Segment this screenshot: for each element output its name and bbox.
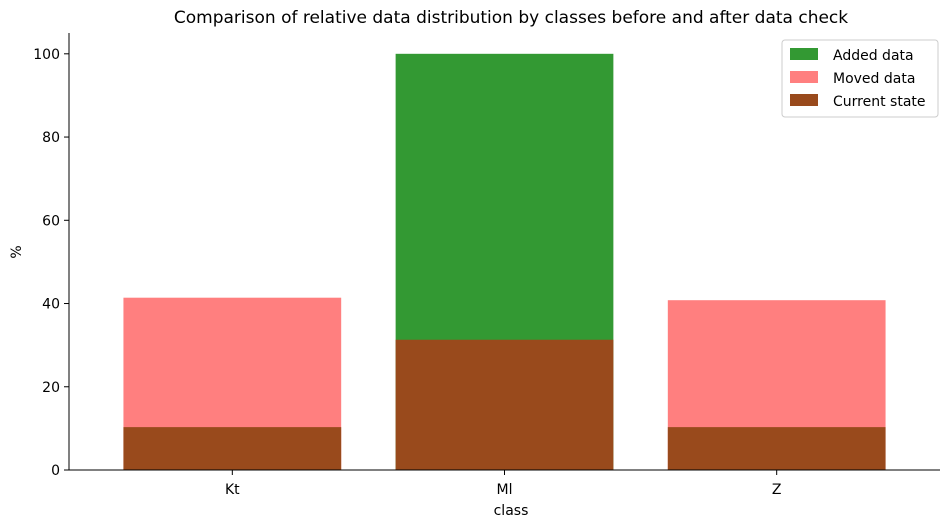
legend-label-added-data: Added data [833,48,914,64]
x-ticks: Kt Ml Z [225,470,782,498]
legend-label-moved-data: Moved data [833,71,915,87]
y-tick-label: 80 [42,130,60,146]
y-tick-label: 20 [42,380,60,396]
bar-current-state-z [667,427,886,470]
legend-swatch-added-data [790,48,818,60]
legend-swatch-current-state [790,94,818,106]
legend-label-current-state: Current state [833,94,926,110]
y-tick-label: 0 [51,463,60,479]
x-axis-label: class [494,503,529,519]
legend-frame [781,39,939,118]
x-tick-label: Z [772,482,782,498]
y-tick-label: 100 [33,47,60,63]
bars-layer [123,53,886,471]
y-axis-label: % [9,245,25,258]
bar-current-state-ml [395,339,614,470]
chart-title: Comparison of relative data distribution… [174,8,848,28]
y-tick-label: 40 [42,297,60,313]
y-tick-label: 60 [42,213,60,229]
x-tick-label: Ml [497,482,513,498]
legend-swatch-moved-data [790,71,818,83]
bar-current-state-kt [123,427,342,470]
y-ticks: 0 20 40 60 80 100 [33,47,69,479]
x-tick-label: Kt [225,482,240,498]
legend: Added data Moved data Current state [781,39,939,118]
